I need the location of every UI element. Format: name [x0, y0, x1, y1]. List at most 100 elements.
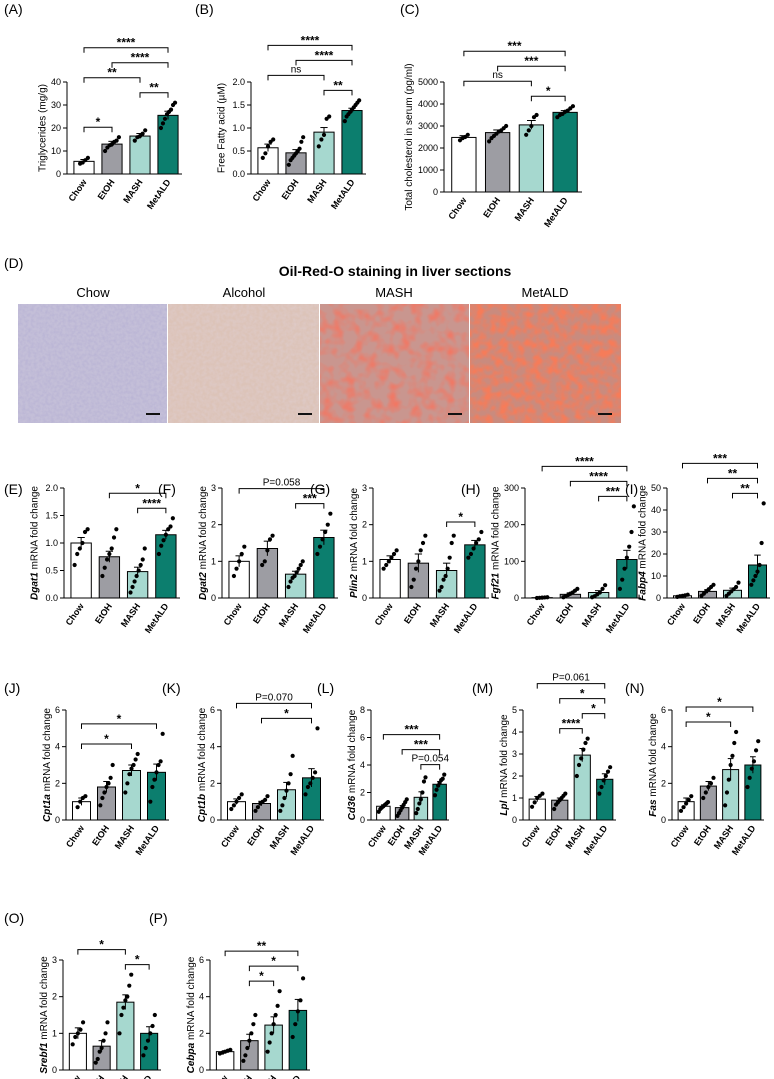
- y-tick-label: 1: [52, 1028, 57, 1038]
- data-point: [597, 590, 603, 595]
- panel-letter: (L): [317, 680, 334, 696]
- data-point: [534, 112, 539, 118]
- data-point: [745, 784, 750, 790]
- significance-label: P=0.058: [263, 478, 301, 489]
- bar: [379, 559, 401, 599]
- y-tick-label: 30: [51, 100, 61, 110]
- significance-bracket: [137, 507, 167, 514]
- staining-label-metald: MetALD: [522, 285, 569, 300]
- data-point: [158, 125, 164, 131]
- y-tick-label: 4: [210, 742, 215, 752]
- significance-label: ****: [315, 48, 334, 62]
- significance-bracket: [463, 80, 532, 87]
- significance-label: *: [117, 712, 122, 726]
- category-label: Chow: [669, 823, 692, 850]
- significance-bracket: [559, 728, 583, 734]
- data-point: [228, 1047, 233, 1052]
- data-point: [251, 1022, 256, 1027]
- data-point: [301, 135, 306, 140]
- panel-letter: (G): [310, 481, 330, 497]
- y-tick-label: 2: [211, 520, 216, 530]
- category-label: EtOH: [692, 823, 713, 847]
- data-point: [385, 800, 391, 805]
- data-point: [749, 582, 754, 587]
- y-tick-label: 1.5: [232, 100, 245, 110]
- data-point: [114, 527, 119, 532]
- significance-label: *: [99, 938, 104, 952]
- data-point: [416, 559, 421, 564]
- data-point: [160, 121, 166, 126]
- significance-bracket: [685, 721, 732, 727]
- data-point: [162, 116, 168, 121]
- category-label: MetALD: [301, 601, 329, 635]
- data-point: [260, 155, 265, 160]
- category-label: EtOH: [543, 823, 564, 847]
- data-point: [421, 779, 427, 784]
- significance-bracket: [83, 47, 169, 53]
- data-point: [242, 544, 247, 549]
- data-point: [292, 573, 297, 579]
- data-point: [730, 753, 735, 758]
- data-point: [315, 726, 320, 731]
- micrograph-chow: [18, 304, 167, 423]
- y-axis-label: Fgf21 mRNA fold change: [490, 486, 501, 599]
- y-tick-label: 4: [199, 992, 204, 1002]
- category-label: EtOH: [554, 601, 575, 625]
- category-label: EtOH: [93, 601, 114, 625]
- category-label: MASH: [513, 195, 536, 222]
- significance-label: ****: [301, 33, 320, 47]
- data-point: [121, 1005, 126, 1010]
- data-point: [706, 784, 711, 790]
- data-point: [263, 797, 268, 802]
- data-point: [711, 775, 716, 780]
- data-point: [271, 137, 276, 142]
- category-label: MASH: [714, 601, 737, 628]
- y-tick-label: 0: [52, 1065, 57, 1075]
- data-point: [284, 788, 289, 793]
- data-point: [540, 791, 545, 796]
- y-tick-label: 0: [512, 815, 517, 825]
- data-point: [140, 557, 145, 562]
- significance-label: *: [580, 687, 585, 701]
- y-tick-label: 10: [651, 571, 661, 581]
- data-point: [100, 573, 105, 579]
- data-point: [409, 584, 414, 590]
- data-point: [315, 551, 320, 557]
- data-point: [100, 795, 105, 801]
- y-tick-label: 1: [512, 793, 517, 803]
- data-point: [138, 562, 143, 568]
- y-tick-label: 40: [51, 77, 61, 87]
- significance-bracket: [81, 723, 157, 729]
- data-point: [95, 1056, 100, 1062]
- y-tick-label: 6: [210, 705, 215, 715]
- data-point: [129, 766, 134, 771]
- data-point: [599, 784, 604, 790]
- significance-bracket: [569, 480, 628, 487]
- data-point: [102, 565, 107, 570]
- data-point: [99, 1045, 104, 1051]
- significance-label: *: [717, 695, 722, 709]
- data-point: [726, 777, 731, 782]
- significance-label: *: [271, 954, 276, 968]
- data-point: [123, 998, 128, 1003]
- data-point: [150, 784, 155, 790]
- data-point: [143, 128, 148, 133]
- significance-label: *: [96, 115, 101, 129]
- data-point: [723, 803, 728, 808]
- data-point: [701, 795, 706, 801]
- data-point: [471, 546, 476, 551]
- data-point: [106, 781, 111, 786]
- significance-bracket: [295, 503, 325, 509]
- bar: [552, 111, 578, 193]
- significance-bracket: [323, 89, 353, 96]
- bar: [313, 131, 335, 175]
- significance-label: ****: [562, 717, 581, 731]
- data-point: [111, 535, 117, 540]
- data-point: [286, 584, 291, 590]
- y-tick-label: 100: [504, 556, 519, 566]
- bar: [257, 147, 279, 175]
- data-point: [290, 1034, 295, 1040]
- significance-label: *: [259, 969, 264, 983]
